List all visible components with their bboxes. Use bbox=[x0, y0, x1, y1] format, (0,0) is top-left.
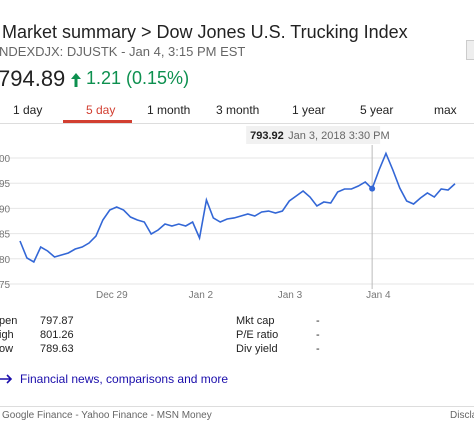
stat-label: P/E ratio bbox=[236, 329, 279, 341]
corner-button[interactable] bbox=[466, 40, 474, 60]
stat-value: - bbox=[316, 315, 320, 327]
change: 1.21 (0.15%) bbox=[86, 68, 190, 88]
disclaimer[interactable]: Discla bbox=[450, 410, 474, 421]
price: 794.89 bbox=[0, 66, 66, 91]
price-line bbox=[19, 151, 456, 264]
tooltip-box bbox=[246, 126, 381, 144]
x-tick-label: Jan 3 bbox=[278, 290, 303, 301]
y-tick-label: 85 bbox=[0, 230, 11, 241]
stat-value: 797.87 bbox=[40, 315, 74, 327]
stat-value: 789.63 bbox=[40, 343, 74, 355]
y-tick-label: 90 bbox=[0, 204, 11, 215]
news-link[interactable]: Financial news, comparisons and more bbox=[20, 372, 229, 386]
tab[interactable]: 1 day bbox=[13, 103, 43, 117]
link-arrow bbox=[0, 374, 13, 384]
tooltip-dot bbox=[369, 185, 376, 192]
x-tick-label: Jan 4 bbox=[366, 290, 391, 301]
tooltip-value: 793.92 bbox=[250, 130, 284, 142]
stat-value: - bbox=[316, 329, 320, 341]
tab[interactable]: 5 year bbox=[360, 103, 394, 117]
tab[interactable]: 1 year bbox=[292, 103, 326, 117]
stat-label: Div yield bbox=[236, 343, 278, 355]
ticker: NDEXDJX: DJUSTK - Jan 4, 3:15 PM EST bbox=[0, 44, 246, 59]
tab[interactable]: 5 day bbox=[86, 103, 116, 117]
tab-underline bbox=[63, 120, 132, 123]
breadcrumb: Market summary > Dow Jones U.S. Trucking… bbox=[2, 22, 408, 42]
stat-label: pen bbox=[0, 315, 18, 327]
stat-value: 801.26 bbox=[40, 329, 74, 341]
tab-divider bbox=[0, 123, 474, 124]
up-arrow bbox=[71, 73, 81, 87]
stat-label: ow bbox=[0, 343, 14, 355]
footer-divider bbox=[0, 406, 474, 407]
x-tick-label: Dec 29 bbox=[96, 290, 128, 301]
y-tick-label: 80 bbox=[0, 255, 11, 266]
tab[interactable]: 3 month bbox=[216, 103, 260, 117]
tab[interactable]: max bbox=[434, 103, 457, 117]
stat-label: Mkt cap bbox=[236, 315, 275, 327]
stat-value: - bbox=[316, 343, 320, 355]
y-tick-label: 95 bbox=[0, 179, 11, 190]
tooltip-date: Jan 3, 2018 3:30 PM bbox=[288, 130, 390, 142]
sources: Google Finance - Yahoo Finance - MSN Mon… bbox=[2, 410, 212, 421]
chart: 00 95 90 85 80 75 Dec 29 Jan 2 Jan 3 Jan 4 793.92 J… bbox=[0, 126, 474, 301]
stat-label: igh bbox=[0, 329, 14, 341]
x-tick-label: Jan 2 bbox=[189, 290, 214, 301]
y-tick-label: 00 bbox=[0, 154, 11, 165]
y-tick-label: 75 bbox=[0, 280, 11, 291]
tab[interactable]: 1 month bbox=[147, 103, 191, 117]
